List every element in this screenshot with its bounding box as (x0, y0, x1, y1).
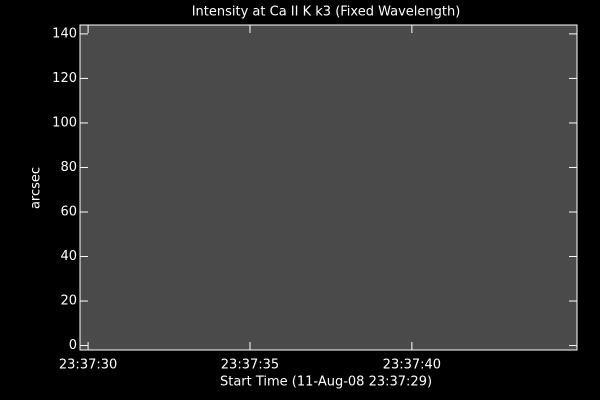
y-tick-label: 140 (52, 26, 77, 41)
y-tick-label: 120 (52, 71, 77, 86)
y-axis-label: arcsec (29, 167, 44, 209)
y-tick-label: 40 (60, 249, 77, 264)
x-tick-label: 23:37:30 (59, 358, 117, 373)
y-tick-label: 20 (60, 294, 77, 309)
y-tick-label: 100 (52, 115, 77, 130)
y-tick-label: 0 (69, 338, 77, 353)
chart-title: Intensity at Ca II K k3 (Fixed Wavelengt… (192, 5, 461, 20)
x-axis-label: Start Time (11-Aug-08 23:37:29) (220, 375, 432, 390)
x-tick-label: 23:37:40 (383, 358, 441, 373)
y-tick-label: 60 (60, 204, 77, 219)
image (80, 25, 577, 350)
plot-frame (79, 24, 578, 351)
y-tick-label: 80 (60, 160, 77, 175)
x-tick-label: 23:37:35 (221, 358, 279, 373)
